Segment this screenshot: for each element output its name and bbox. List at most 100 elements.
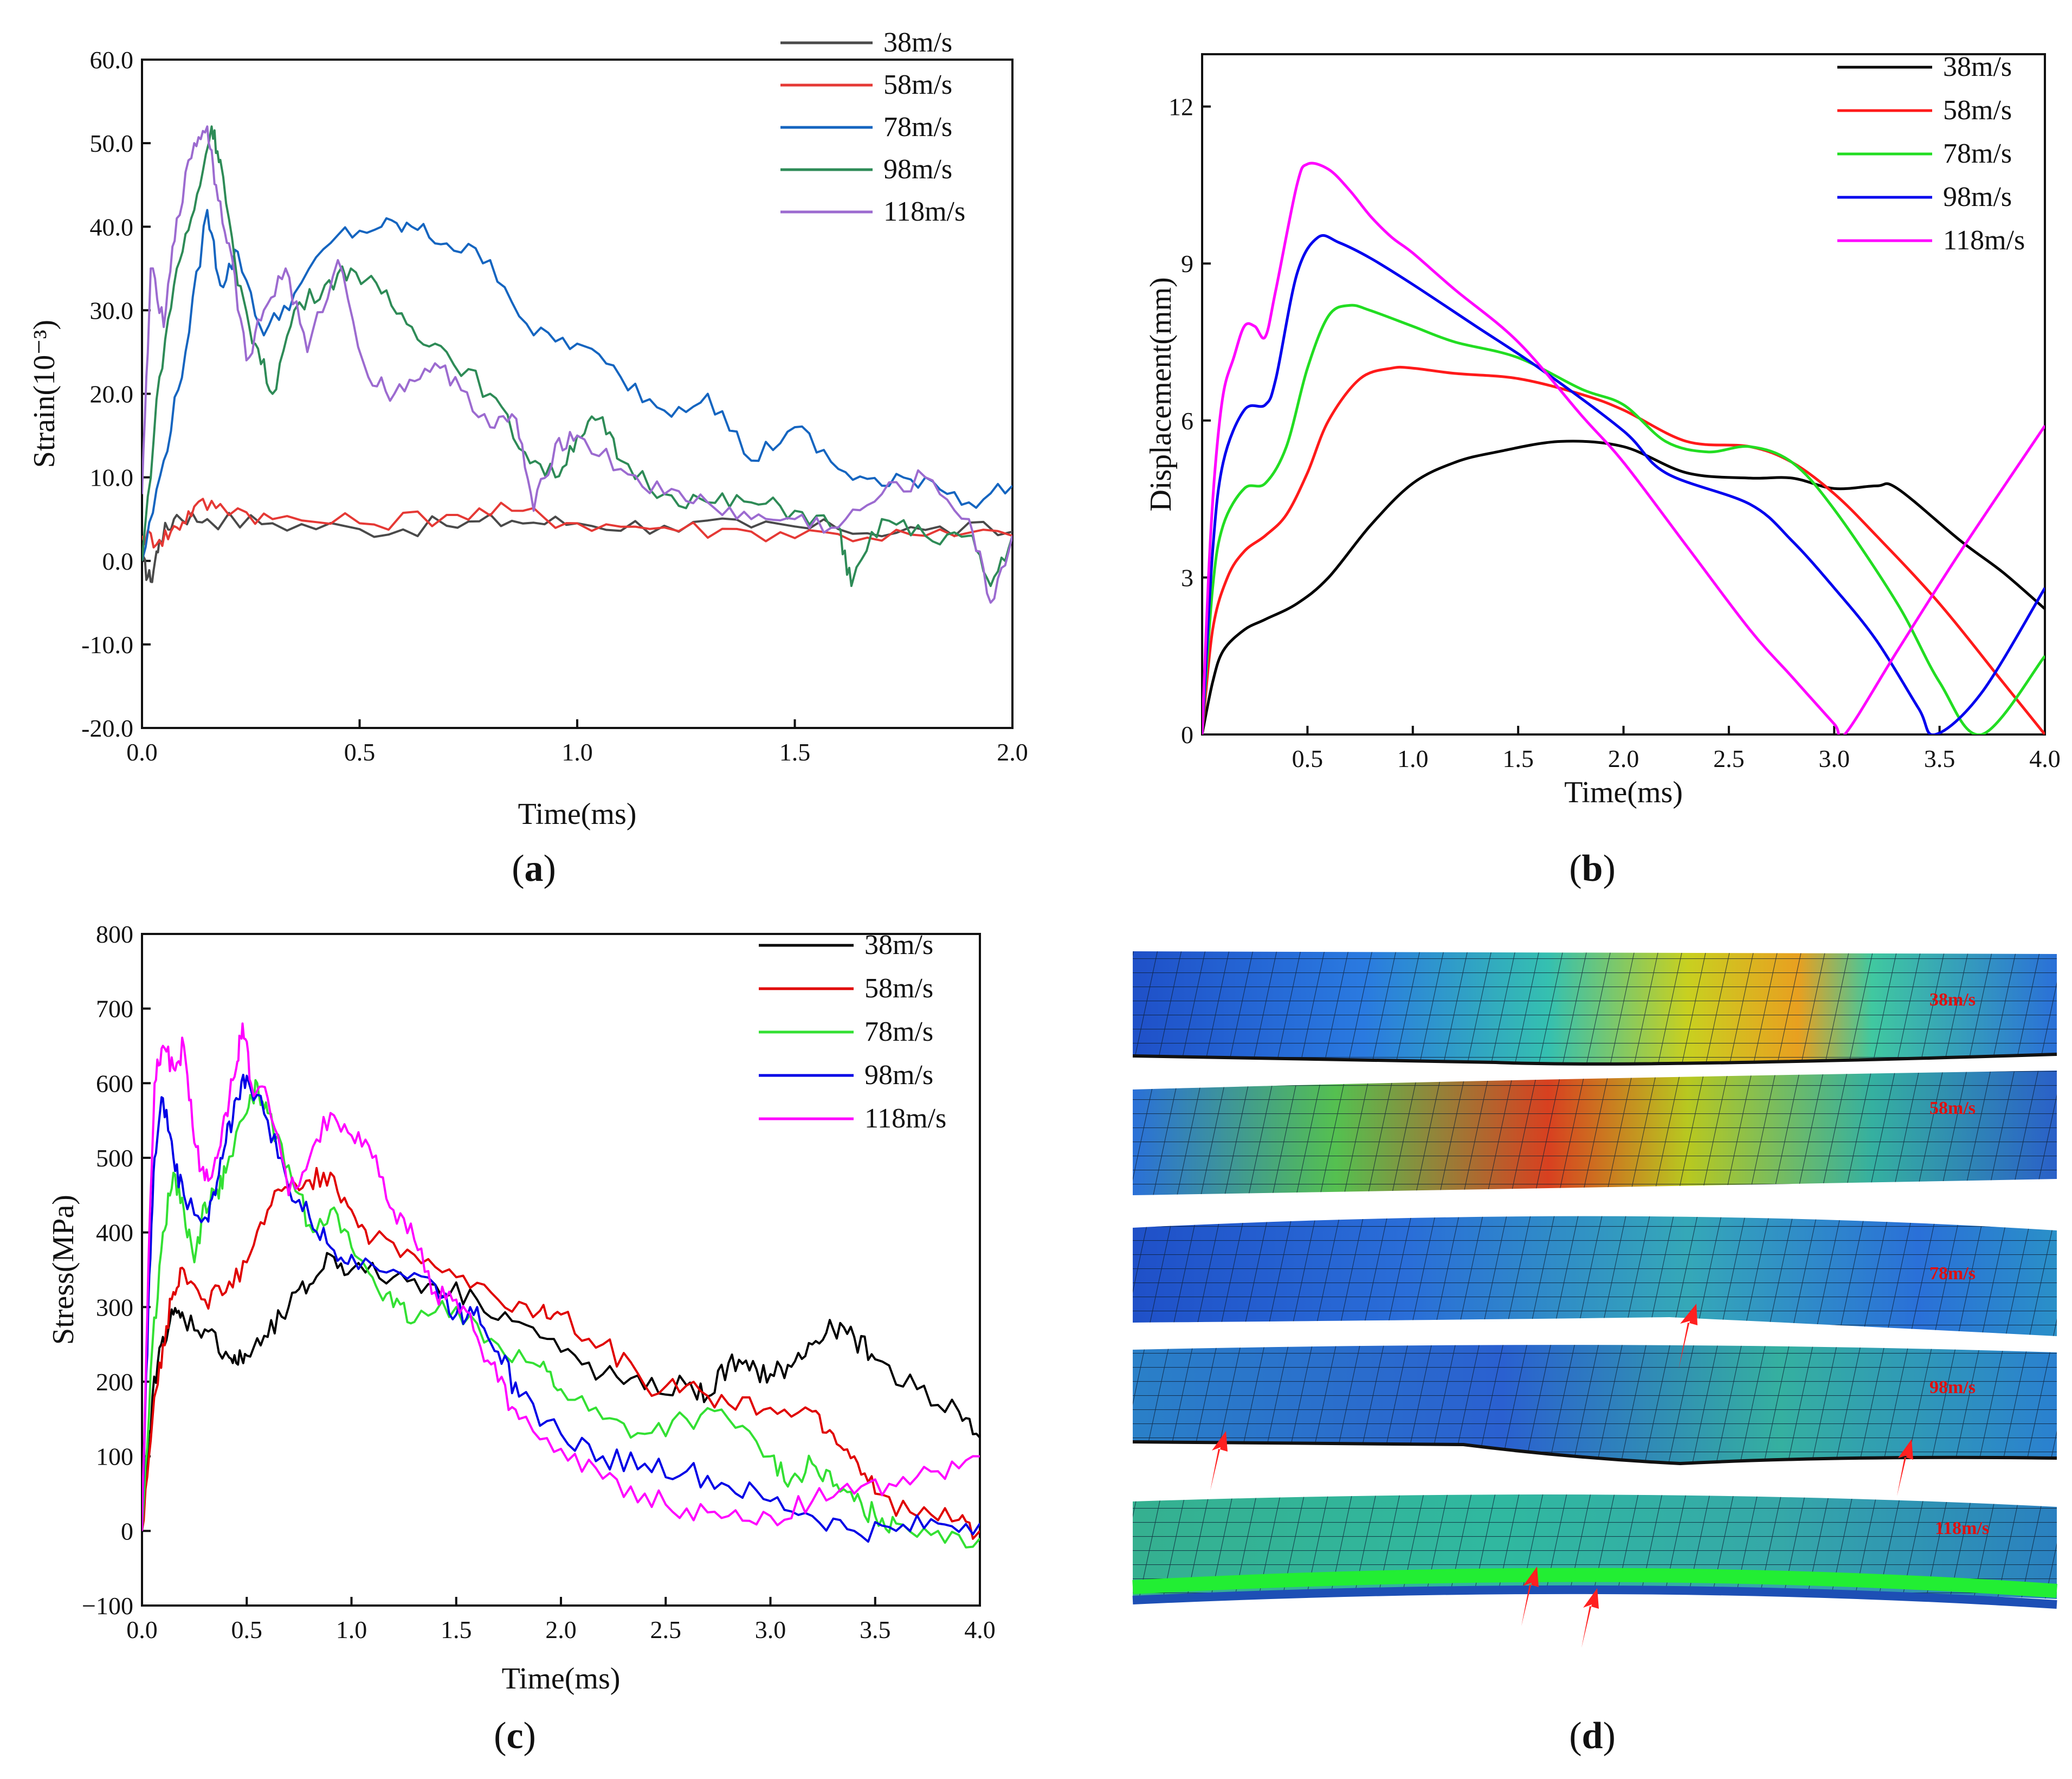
fe-strip-98: 98m/s <box>1132 1345 2057 1466</box>
arrow-118-right <box>1582 1588 1599 1648</box>
y-tick-label: 400 <box>96 1219 133 1247</box>
series-line-38m-s <box>142 1252 980 1531</box>
x-tick-label: 1.5 <box>441 1616 472 1643</box>
x-tick-label: 1.0 <box>1397 745 1429 772</box>
series-line-38m-s <box>1202 440 2045 734</box>
strip-label-58: 58m/s <box>1929 1098 1976 1118</box>
x-tick-label: 2.0 <box>545 1616 577 1643</box>
x-axis-label-b: Time(ms) <box>1564 776 1683 809</box>
x-tick-label: 0.5 <box>231 1616 263 1643</box>
y-tick-label: −100 <box>82 1592 133 1620</box>
legend-label: 98m/s <box>1943 182 2012 212</box>
legend-label: 78m/s <box>1943 138 2012 169</box>
series-line-118m-s <box>142 125 1012 604</box>
y-tick-label: 300 <box>96 1293 133 1321</box>
x-tick-label: 3.5 <box>1924 745 1955 772</box>
x-tick-label: 0.0 <box>126 738 158 766</box>
y-tick-label: 800 <box>96 920 133 948</box>
fe-strip-38: 38m/s <box>1132 951 2057 1066</box>
x-tick-label: 2.5 <box>1713 745 1745 772</box>
strip-label-38: 38m/s <box>1929 990 1976 1010</box>
y-tick-label: 0 <box>121 1517 133 1545</box>
series-line-58m-s <box>1202 365 2045 734</box>
x-axis-label-c: Time(ms) <box>502 1662 621 1696</box>
y-tick-label: 20.0 <box>90 381 134 408</box>
y-tick-label: 0.0 <box>102 547 134 575</box>
y-axis-label-a: Strain(10⁻³) <box>28 320 61 468</box>
fe-strip-118: 118m/s <box>1132 1494 2057 1609</box>
arrow-118-left <box>1521 1567 1539 1626</box>
legend-label: 78m/s <box>883 112 952 143</box>
legend-label: 58m/s <box>883 69 952 100</box>
arrow-78 <box>1679 1304 1697 1370</box>
x-tick-label: 1.5 <box>1502 745 1534 772</box>
legend-label: 38m/s <box>883 27 952 58</box>
chart-c: −100 0 100 200 300 400 500 600 700 800 0.0 0.5 1.0 1.… <box>47 920 996 1696</box>
legend-label: 118m/s <box>864 1103 946 1134</box>
y-axis-label-c: Stress(MPa) <box>47 1195 80 1345</box>
y-tick-label: 50.0 <box>90 130 134 157</box>
y-tick-label: 700 <box>96 995 133 1023</box>
series-line-58m-s <box>142 1166 980 1540</box>
y-tick-label: 60.0 <box>90 46 134 74</box>
y-tick-label: 100 <box>96 1443 133 1471</box>
plot-frame-c <box>141 933 981 1607</box>
y-tick-label: 600 <box>96 1069 133 1097</box>
y-tick-label: -20.0 <box>81 714 133 742</box>
series-line-118m-s <box>142 1022 980 1531</box>
y-axis-label-b: Displacement(mm) <box>1144 277 1178 511</box>
y-tick-label: 3 <box>1181 564 1193 591</box>
panel-label-c: (c) <box>494 1715 536 1757</box>
chart-b: 0 3 6 9 12 0.5 1.0 1.5 2.0 2.5 3.0 3.5 4.0 Time(ms) Di… <box>1144 51 2061 809</box>
x-tick-label: 1.0 <box>561 738 593 766</box>
x-tick-label: 3.5 <box>860 1616 891 1643</box>
x-tick-label: 2.0 <box>997 738 1028 766</box>
legend-label: 98m/s <box>883 154 952 185</box>
x-tick-label: 3.0 <box>1819 745 1850 772</box>
legend-label: 78m/s <box>864 1016 933 1047</box>
x-tick-label: 0.5 <box>344 738 376 766</box>
y-tick-label: 9 <box>1181 250 1193 278</box>
strip-label-98: 98m/s <box>1929 1377 1976 1397</box>
x-tick-label: 1.5 <box>779 738 811 766</box>
y-tick-label: 200 <box>96 1368 133 1396</box>
legend-label: 38m/s <box>1943 51 2012 82</box>
chart-a: -20.0 -10.0 0.0 10.0 20.0 30.0 40.0 50.0 60.0 0.0… <box>28 27 1028 831</box>
x-tick-label: 4.0 <box>2029 745 2061 772</box>
y-tick-label: 40.0 <box>90 213 134 241</box>
x-tick-label: 2.5 <box>650 1616 682 1643</box>
panel-label-d: (d) <box>1569 1715 1616 1757</box>
panel-label-b: (b) <box>1569 848 1616 890</box>
x-tick-label: 0.0 <box>126 1616 158 1643</box>
series-line-98m-s <box>142 125 1012 587</box>
legend-label: 58m/s <box>1943 95 2012 126</box>
y-tick-label: 12 <box>1169 93 1193 121</box>
fe-strip-58: 58m/s <box>1133 1071 2057 1195</box>
series-line-78m-s <box>142 209 1012 562</box>
strip-label-118: 118m/s <box>1935 1518 1989 1538</box>
series-line-58m-s <box>142 498 1012 549</box>
y-tick-label: 10.0 <box>90 464 134 492</box>
x-tick-label: 2.0 <box>1608 745 1639 772</box>
y-tick-label: 6 <box>1181 407 1193 435</box>
arrow-98-right <box>1897 1439 1913 1496</box>
y-tick-label: -10.0 <box>81 631 133 659</box>
arrow-98-left <box>1210 1431 1228 1491</box>
y-tick-label: 500 <box>96 1144 133 1172</box>
y-tick-label: 0 <box>1181 721 1193 749</box>
legend-label: 118m/s <box>883 196 965 227</box>
series-line-78m-s <box>1202 304 2045 734</box>
series-line-98m-s <box>142 1073 980 1543</box>
x-tick-label: 4.0 <box>964 1616 996 1643</box>
plot-frame-b <box>1201 53 2046 736</box>
legend-label: 58m/s <box>864 973 933 1004</box>
x-tick-label: 1.0 <box>336 1616 367 1643</box>
deformation-arrows <box>1210 1304 1913 1648</box>
series-line-78m-s <box>142 1079 980 1549</box>
x-tick-label: 0.5 <box>1292 745 1324 772</box>
legend-label: 98m/s <box>864 1060 933 1091</box>
panel-label-a: (a) <box>512 848 556 890</box>
y-tick-label: 30.0 <box>90 296 134 324</box>
fe-contour-panel: 38m/s 58m/s 78m/s 98m/s <box>1132 951 2057 1648</box>
